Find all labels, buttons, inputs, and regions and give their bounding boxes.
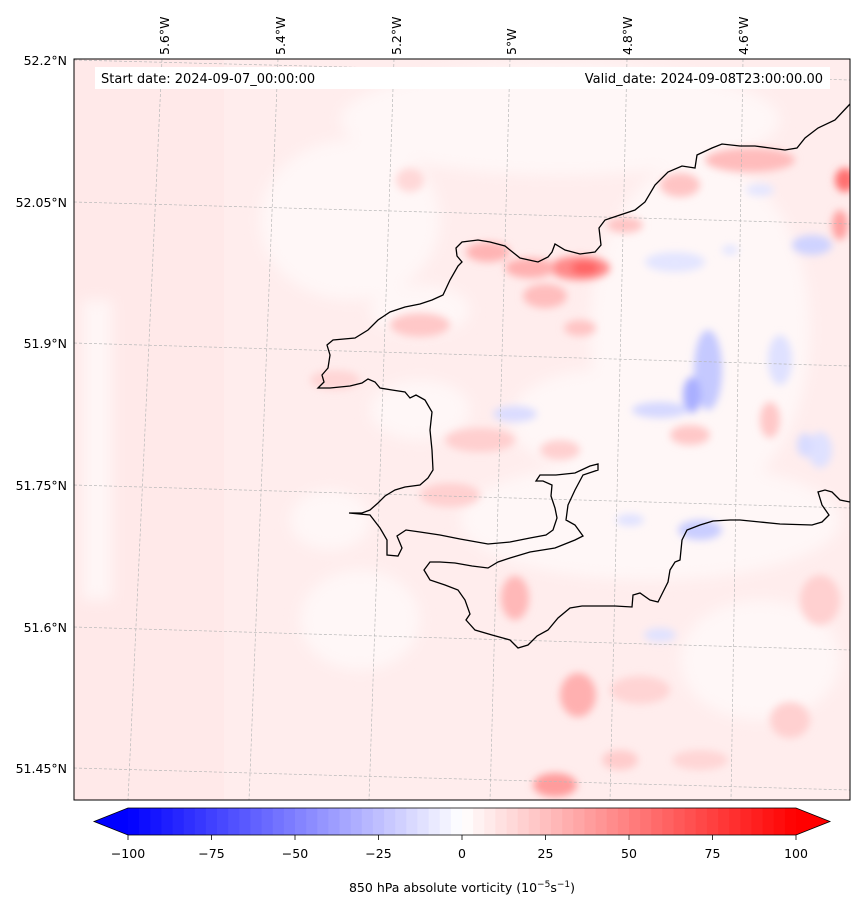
colorbar-cell [595, 808, 608, 835]
colorbar-cell [306, 808, 318, 835]
colorbar-tick-label: −50 [282, 846, 308, 861]
colorbar-cell [662, 808, 675, 835]
colorbar-cell [740, 808, 753, 835]
colorbar-ticks [127, 835, 797, 840]
lat-label: 51.9°N [24, 336, 67, 351]
colorbar-cell [718, 808, 730, 835]
colorbar-cell [217, 808, 229, 835]
colorbar-cell [228, 808, 240, 835]
lon-label: 5.2°W [389, 17, 404, 56]
colorbar-cells [128, 808, 797, 835]
colorbar-tick-label: 25 [538, 846, 554, 861]
colorbar-cell [350, 808, 363, 835]
colorbar-cell [484, 808, 496, 835]
latitude-labels: 52.2°N 52.05°N 51.9°N 51.75°N 51.6°N 51.… [16, 53, 67, 776]
start-date-label: Start date: 2024-09-07_00:00:00 [101, 72, 315, 87]
colorbar-cell [283, 808, 296, 835]
longitude-labels: 5.6°W 5.4°W 5.2°W 5°W 4.8°W 4.6°W [157, 17, 751, 56]
colorbar-cell [428, 808, 441, 835]
colorbar: −100 −75 −50 −25 0 25 50 75 100 850 hPa … [92, 807, 832, 895]
colorbar-cell [183, 808, 196, 835]
colorbar-cell [317, 808, 329, 835]
colorbar-cell [372, 808, 385, 835]
vorticity-field [74, 59, 850, 800]
lon-label: 5°W [504, 28, 519, 55]
colorbar-cell [751, 808, 764, 835]
colorbar-tick-label: −100 [111, 846, 145, 861]
colorbar-cell [128, 808, 140, 835]
lat-label: 51.75°N [16, 478, 67, 493]
lat-label: 51.6°N [24, 620, 67, 635]
colorbar-cell [673, 808, 686, 835]
colorbar-cell [205, 808, 218, 835]
lat-label: 52.2°N [24, 53, 67, 68]
colorbar-cell [562, 808, 574, 835]
colorbar-cell [539, 808, 552, 835]
lon-label: 4.8°W [620, 17, 635, 56]
colorbar-cell [773, 808, 786, 835]
lat-label: 52.05°N [16, 195, 67, 210]
colorbar-cell [250, 808, 263, 835]
colorbar-cell [384, 808, 396, 835]
lat-label: 51.45°N [16, 761, 67, 776]
colorbar-cell [150, 808, 162, 835]
colorbar-cell [406, 808, 419, 835]
lon-label: 5.4°W [273, 17, 288, 56]
lon-label: 4.6°W [736, 17, 751, 56]
colorbar-cell [172, 808, 185, 835]
colorbar-cell [261, 808, 274, 835]
colorbar-cell [551, 808, 563, 835]
colorbar-cell [272, 808, 285, 835]
colorbar-tick-label: 0 [458, 846, 466, 861]
colorbar-cell [517, 808, 530, 835]
colorbar-min-extension [94, 808, 128, 835]
colorbar-cell [629, 808, 641, 835]
colorbar-cell [395, 808, 407, 835]
colorbar-tick-label: −25 [365, 846, 391, 861]
colorbar-label: 850 hPa absolute vorticity (10−5s−1) [349, 880, 575, 895]
colorbar-cell [439, 808, 452, 835]
lon-label: 5.6°W [157, 17, 172, 56]
colorbar-cell [339, 808, 352, 835]
colorbar-cell [139, 808, 151, 835]
colorbar-cell [328, 808, 341, 835]
colorbar-max-extension [796, 808, 830, 835]
colorbar-cell [417, 808, 430, 835]
colorbar-cell [295, 808, 307, 835]
colorbar-cell [473, 808, 485, 835]
colorbar-cell [194, 808, 207, 835]
colorbar-cell [695, 808, 708, 835]
colorbar-cell [361, 808, 374, 835]
colorbar-cell [495, 808, 508, 835]
map-frame [73, 58, 851, 801]
colorbar-cell [651, 808, 663, 835]
colorbar-cell [784, 808, 797, 835]
colorbar-cell [706, 808, 719, 835]
colorbar-cell [617, 808, 630, 835]
title-box [95, 67, 830, 89]
colorbar-cell [762, 808, 775, 835]
colorbar-cell [640, 808, 652, 835]
colorbar-cell [450, 808, 463, 835]
colorbar-cell [573, 808, 586, 835]
valid-date-label: Valid_date: 2024-09-08T23:00:00.00 [585, 72, 823, 87]
colorbar-cell [462, 808, 474, 835]
colorbar-cell [729, 808, 741, 835]
colorbar-tick-label: 75 [705, 846, 721, 861]
colorbar-cell [528, 808, 541, 835]
coastline [316, 103, 850, 649]
colorbar-tick-label: −75 [198, 846, 224, 861]
colorbar-cell [606, 808, 619, 835]
colorbar-cell [584, 808, 597, 835]
colorbar-cell [239, 808, 252, 835]
colorbar-cell [506, 808, 519, 835]
colorbar-tick-label: 50 [621, 846, 637, 861]
colorbar-cell [684, 808, 697, 835]
colorbar-cell [161, 808, 174, 835]
colorbar-tick-label: 100 [784, 846, 808, 861]
